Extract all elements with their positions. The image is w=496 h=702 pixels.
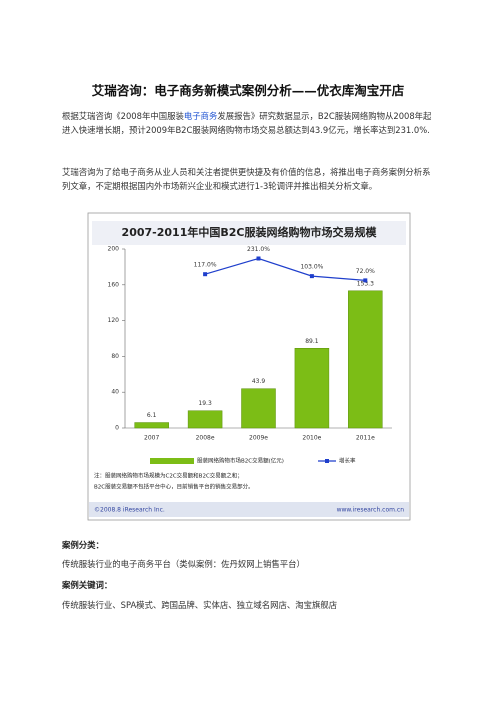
- legend-marker: [325, 459, 329, 463]
- y-tick-label: 200: [108, 246, 120, 253]
- line-marker: [309, 274, 314, 279]
- x-tick-label: 2007: [144, 435, 159, 442]
- x-tick-label: 2009e: [249, 435, 268, 442]
- line-marker: [363, 278, 368, 283]
- data-label: 43.9: [252, 378, 266, 385]
- x-tick-label: 2011e: [356, 435, 375, 442]
- line-marker: [256, 256, 261, 261]
- data-label: 103.0%: [300, 264, 323, 271]
- legend-label: 服装网络购物市场B2C交易额(亿元): [197, 457, 284, 465]
- line: [204, 257, 366, 281]
- bar: [348, 290, 383, 429]
- paragraph: 传统服装行业、SPA模式、跨国品牌、实体店、独立域名网店、淘宝旗舰店: [62, 600, 338, 610]
- title-band: [92, 221, 406, 245]
- heading: 案例分类：: [62, 540, 104, 550]
- bar: [134, 422, 169, 429]
- bar: [294, 348, 330, 429]
- text: 根据艾瑞咨询《2008年中国服装: [62, 111, 184, 121]
- y-tick-label: 40: [111, 389, 119, 396]
- x-tick-label: 2010e: [302, 435, 321, 442]
- data-label: 89.1: [305, 338, 319, 345]
- line-marker: [203, 272, 208, 277]
- data-label: 231.0%: [247, 246, 270, 253]
- data-label: 72.0%: [356, 268, 375, 275]
- y-tick-label: 160: [108, 281, 120, 288]
- bar: [241, 388, 276, 429]
- legend-label: 增长率: [339, 457, 356, 465]
- x-tick-label: 2008e: [196, 435, 215, 442]
- title: 艾瑞咨询：电子商务新模式案例分析——优衣库淘宝开店: [91, 83, 405, 98]
- note: B2C服装交易额不包括平台中心，目前销售平台的销售交易部分。: [94, 483, 254, 491]
- chart-title: 2007-2011年中国B2C服装网络购物市场交易规模: [122, 225, 378, 239]
- data-label: 19.3: [198, 400, 212, 407]
- paragraph: 根据艾瑞咨询《2008年中国服装电子商务发展报告》研究数据显示，B2C服装网络购…: [62, 109, 436, 137]
- y-tick-label: 80: [111, 353, 119, 360]
- paragraph: 传统服装行业的电子商务平台（类似案例：佐丹奴网上销售平台）: [62, 559, 305, 569]
- paragraph: 艾瑞咨询为了给电子商务从业人员和关注者提供更快捷及有价值的信息，将推出电子商务案…: [62, 167, 431, 191]
- heading: 案例关键词：: [62, 580, 113, 590]
- note: 注：服装网络购物市场规模为C2C交易额和B2C交易额之和；: [94, 472, 243, 480]
- text: 发展报告》研究数据显示，B2C服装网络购物从2008年起进入快速增长期，预计20…: [62, 111, 432, 135]
- y-tick-label: 0: [115, 425, 119, 432]
- link[interactable]: 电子商务: [183, 111, 218, 121]
- data-label: 153.3: [357, 280, 374, 287]
- legend-swatch: [150, 458, 194, 464]
- data-label: 117.0%: [194, 262, 217, 269]
- data-label: 6.1: [147, 412, 157, 419]
- source: ©2008.8 iResearch Inc.: [94, 507, 165, 514]
- y-tick-label: 120: [108, 317, 120, 324]
- website: www.iresearch.com.cn: [337, 507, 405, 514]
- footer-band: [89, 502, 409, 517]
- bar: [187, 410, 223, 429]
